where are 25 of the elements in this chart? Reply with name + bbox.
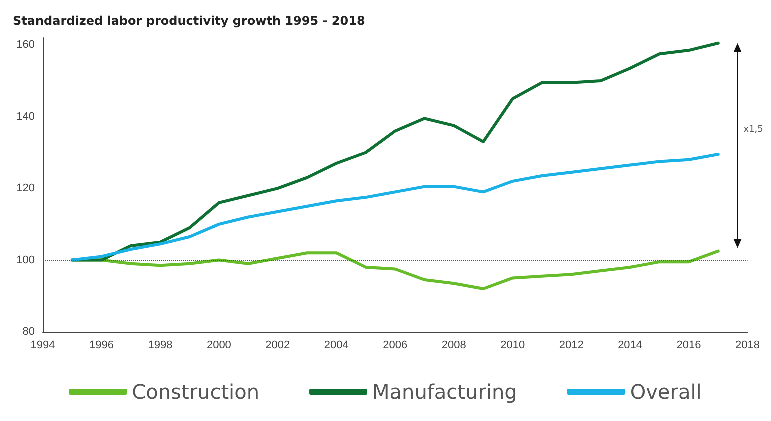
x-tick-label: 2012: [559, 340, 584, 352]
x-tick-label: 1994: [30, 340, 56, 352]
x-tick-label: 2006: [383, 340, 408, 352]
y-tick-label: 80: [22, 326, 35, 338]
x-tick-label: 2004: [324, 340, 349, 352]
x-tick-label: 2008: [442, 340, 466, 352]
x-tick-label: 2014: [618, 340, 643, 352]
x-tick-label: 1996: [89, 340, 114, 352]
x-tick-label: 2018: [736, 340, 760, 352]
x-tick-label: 1998: [148, 340, 173, 352]
y-tick-label: 100: [16, 254, 35, 266]
y-tick-label: 160: [16, 39, 35, 52]
x-tick-label: 2016: [676, 340, 702, 352]
legend-label: Manufacturing: [372, 380, 518, 404]
x-tick-label: 2002: [266, 340, 290, 352]
y-tick-label: 140: [16, 110, 35, 123]
annotation: x1,5: [744, 124, 764, 135]
line-series: [70, 153, 720, 262]
legend-label: Overall: [630, 380, 702, 404]
y-tick-label: 120: [16, 182, 35, 195]
chart-title: Standardized labor productivity growth 1995 - 2018: [13, 14, 366, 28]
x-tick-label: 2010: [500, 340, 526, 352]
line-series: [70, 42, 720, 262]
x-tick-label: 2000: [206, 340, 232, 352]
legend-label: Construction: [132, 380, 260, 404]
